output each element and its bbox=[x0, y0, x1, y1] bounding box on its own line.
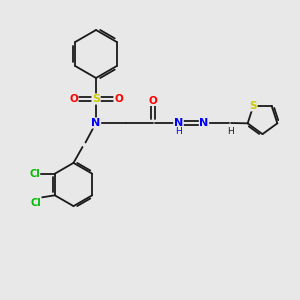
Text: N: N bbox=[92, 118, 100, 128]
Text: O: O bbox=[148, 95, 158, 106]
Text: N: N bbox=[174, 118, 183, 128]
Text: Cl: Cl bbox=[29, 169, 40, 179]
Text: S: S bbox=[92, 94, 100, 104]
Text: O: O bbox=[114, 94, 123, 104]
Text: O: O bbox=[69, 94, 78, 104]
Text: S: S bbox=[250, 101, 257, 111]
Text: Cl: Cl bbox=[31, 198, 41, 208]
Text: N: N bbox=[200, 118, 208, 128]
Text: H: H bbox=[175, 128, 182, 136]
Text: H: H bbox=[227, 128, 234, 136]
